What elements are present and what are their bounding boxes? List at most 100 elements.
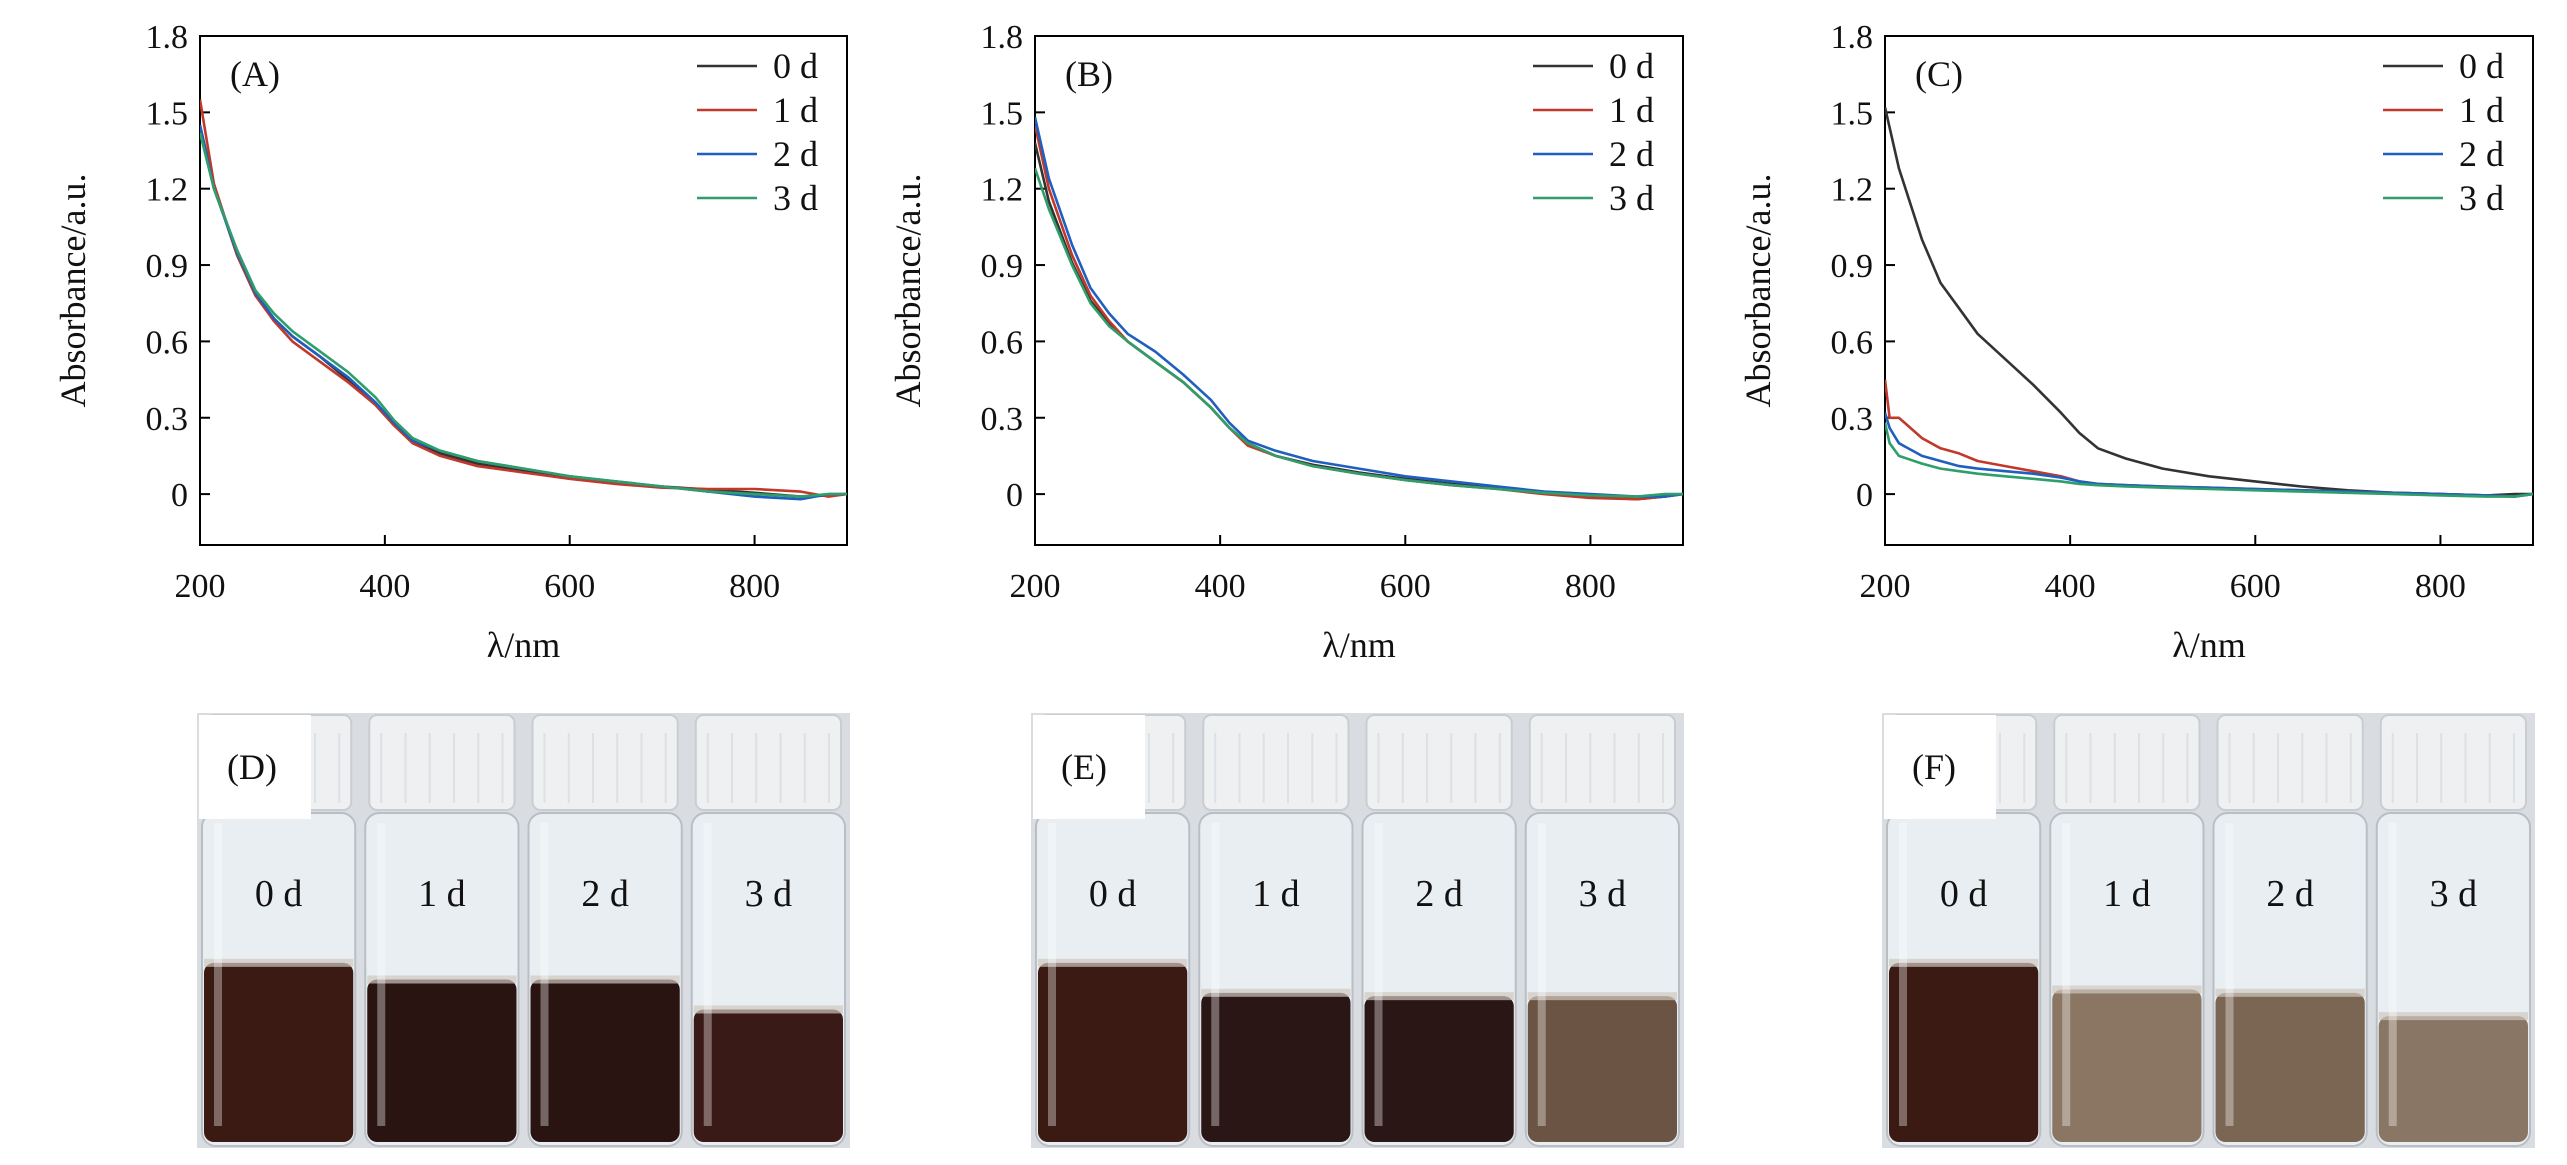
y-tick-label: 0.3 bbox=[1831, 401, 1874, 438]
y-tick-label: 0 bbox=[1856, 477, 1873, 514]
photo-panel-3: 0 d 1 d 2 d 3 d (F) bbox=[1882, 713, 2535, 1148]
vial-meniscus bbox=[1364, 992, 1514, 1001]
vial-liquid bbox=[1038, 962, 1188, 1142]
x-tick-label: 200 bbox=[1860, 568, 1911, 605]
vial-meniscus bbox=[367, 975, 517, 984]
y-tick-label: 1.8 bbox=[146, 19, 189, 56]
y-tick-label: 0 bbox=[171, 477, 188, 514]
x-tick-label: 600 bbox=[1380, 568, 1431, 605]
vial-meniscus bbox=[1201, 988, 1351, 997]
y-tick-label: 0.9 bbox=[1831, 248, 1874, 285]
y-tick-label: 0.3 bbox=[146, 401, 189, 438]
series-line-0d bbox=[200, 124, 847, 498]
photo-panel-1: 0 d 1 d 2 d 3 d (D) bbox=[197, 713, 850, 1148]
y-tick-label: 1.2 bbox=[981, 172, 1024, 209]
vial-meniscus bbox=[693, 1005, 843, 1014]
x-tick-label: 200 bbox=[1010, 568, 1061, 605]
vial-cap bbox=[1365, 714, 1513, 811]
vial-reflection bbox=[1899, 823, 1907, 1126]
vial-liquid bbox=[530, 979, 680, 1142]
x-tick-label: 800 bbox=[1565, 568, 1616, 605]
legend-entry: 1 d bbox=[2459, 90, 2504, 130]
vial-liquid bbox=[2378, 1016, 2528, 1142]
y-tick-label: 0.6 bbox=[981, 324, 1024, 361]
x-tick-label: 400 bbox=[359, 568, 410, 605]
vial-cap bbox=[2053, 714, 2201, 811]
vial-liquid bbox=[2052, 989, 2202, 1142]
chart-panel-2: 0 0.3 0.6 0.9 1.2 1.5 1.8 200 400 600 800 λ/nm Absor… bbox=[888, 19, 1684, 665]
x-tick-label: 800 bbox=[729, 568, 780, 605]
legend-entry: 0 d bbox=[773, 46, 818, 86]
legend-entry: 3 d bbox=[2459, 178, 2504, 218]
legend-entry: 1 d bbox=[1609, 90, 1654, 130]
series-line-0d bbox=[1035, 142, 1683, 501]
series-line-0d bbox=[1885, 107, 2533, 497]
vial-label: 3 d bbox=[1579, 873, 1627, 915]
vial-liquid bbox=[1201, 992, 1351, 1142]
x-tick-label: 400 bbox=[2045, 568, 2096, 605]
vial-label: 2 d bbox=[2266, 873, 2314, 915]
vial-label: 3 d bbox=[2430, 873, 2478, 915]
y-axis-label: Absorbance/a.u. bbox=[888, 174, 928, 408]
vial-cap bbox=[1202, 714, 1350, 811]
series-line-2d bbox=[200, 124, 847, 501]
x-tick-label: 400 bbox=[1195, 568, 1246, 605]
x-axis-label: λ/nm bbox=[1322, 625, 1395, 665]
panel-label: (B) bbox=[1065, 54, 1113, 94]
vial-liquid bbox=[1364, 996, 1514, 1142]
vial-reflection bbox=[1211, 823, 1220, 1126]
vial-reflection bbox=[377, 823, 386, 1126]
y-tick-label: 1.2 bbox=[146, 172, 189, 209]
plot-frame bbox=[1034, 35, 1684, 546]
series-line-3d bbox=[200, 132, 847, 498]
y-tick-label: 1.8 bbox=[1831, 19, 1874, 56]
vial-reflection bbox=[1537, 823, 1546, 1126]
panel-label: (A) bbox=[230, 54, 280, 94]
y-tick-label: 0.6 bbox=[146, 324, 189, 361]
vial-label: 1 d bbox=[2103, 873, 2151, 915]
legend-entry: 3 d bbox=[1609, 178, 1654, 218]
vial-cap bbox=[531, 714, 679, 811]
vial-label: 2 d bbox=[1415, 873, 1463, 915]
legend-entry: 1 d bbox=[773, 90, 818, 130]
vial-meniscus bbox=[530, 975, 680, 984]
y-tick-label: 1.5 bbox=[1831, 95, 1874, 132]
x-axis-label: λ/nm bbox=[2172, 625, 2245, 665]
vial-liquid bbox=[1889, 962, 2039, 1142]
legend-entry: 2 d bbox=[1609, 134, 1654, 174]
vial-liquid bbox=[367, 979, 517, 1142]
legend-entry: 2 d bbox=[773, 134, 818, 174]
photo-panel-label: (E) bbox=[1061, 747, 1107, 787]
vial-reflection bbox=[1374, 823, 1383, 1126]
vial-cap bbox=[2216, 714, 2364, 811]
series-line-3d bbox=[1885, 422, 2533, 498]
y-tick-label: 1.5 bbox=[146, 95, 189, 132]
vial-label: 0 d bbox=[1940, 873, 1988, 915]
photo-label-box bbox=[1033, 715, 1145, 819]
vial-reflection bbox=[2225, 823, 2234, 1126]
panel-label: (C) bbox=[1915, 54, 1963, 94]
vial-label: 1 d bbox=[418, 873, 466, 915]
vial-meniscus bbox=[2378, 1012, 2528, 1021]
vial-reflection bbox=[2062, 823, 2071, 1126]
vial-cap bbox=[1528, 714, 1676, 811]
vial-reflection bbox=[214, 823, 222, 1126]
chart-panel-1: 0 0.3 0.6 0.9 1.2 1.5 1.8 200 400 600 800 λ/nm Absor… bbox=[53, 19, 848, 665]
photo-panel-2: 0 d 1 d 2 d 3 d (E) bbox=[1031, 713, 1684, 1148]
vial-meniscus bbox=[1038, 958, 1188, 967]
vial-cap bbox=[694, 714, 842, 811]
series-line-1d bbox=[1035, 124, 1683, 501]
x-tick-label: 800 bbox=[2415, 568, 2466, 605]
series-line-2d bbox=[1885, 412, 2533, 498]
photo-panel-label: (F) bbox=[1912, 747, 1956, 787]
vial-liquid bbox=[693, 1009, 843, 1142]
vial-meniscus bbox=[2052, 985, 2202, 994]
vial-liquid bbox=[2215, 992, 2365, 1142]
y-tick-label: 1.8 bbox=[981, 19, 1024, 56]
y-tick-label: 1.5 bbox=[981, 95, 1024, 132]
y-tick-label: 0 bbox=[1006, 477, 1023, 514]
y-tick-label: 1.2 bbox=[1831, 172, 1874, 209]
legend-entry: 3 d bbox=[773, 178, 818, 218]
x-tick-label: 200 bbox=[175, 568, 226, 605]
vial-meniscus bbox=[1889, 958, 2039, 967]
